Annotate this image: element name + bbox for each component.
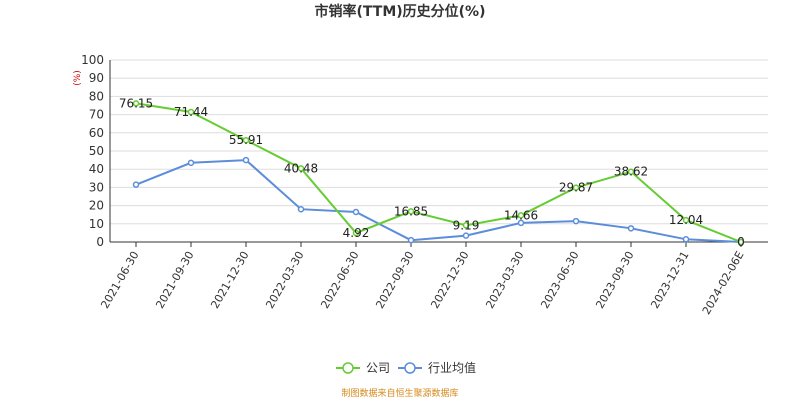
y-tick-label: 100: [81, 53, 104, 67]
axes: 0 10 20 30 40 50 60 70 80 90 100 2021-06-30 2021-09-…: [81, 53, 768, 317]
data-label: 40.48: [284, 161, 318, 175]
data-point[interactable]: [242, 136, 250, 144]
series-layer: [132, 100, 745, 246]
data-point[interactable]: [462, 232, 470, 239]
y-tick-label: 0: [96, 235, 104, 249]
legend-label: 行业均值: [428, 360, 476, 375]
data-label: 55.91: [229, 133, 263, 147]
data-point[interactable]: [352, 229, 360, 237]
legend[interactable]: 公司 行业均值: [336, 360, 476, 375]
data-point[interactable]: [132, 181, 140, 188]
x-tick-label: 2023-03-30: [483, 249, 526, 311]
chart-title: 市销率(TTM)历史分位(%): [315, 3, 486, 20]
x-tick-label: 2021-12-30: [208, 249, 251, 311]
legend-label: 公司: [366, 361, 390, 375]
x-tick-label: 2021-06-30: [98, 249, 141, 311]
series-line: [135, 102, 742, 243]
data-point[interactable]: [297, 205, 305, 213]
data-point[interactable]: [352, 208, 360, 216]
y-tick-label: 70: [89, 108, 104, 122]
x-tick-label: 2022-03-30: [263, 249, 306, 311]
data-label: 29.87: [559, 181, 593, 195]
y-tick-label: 50: [89, 144, 104, 158]
data-label: 76.15: [119, 96, 153, 110]
grid-lines: [110, 59, 768, 225]
data-point[interactable]: [682, 216, 690, 224]
data-point[interactable]: [572, 217, 580, 225]
source-note: 制图数据来自恒生聚源数据库: [341, 387, 458, 399]
y-axis-unit: (%): [73, 70, 83, 86]
x-tick-label: 2022-12-30: [428, 249, 471, 311]
legend-item-industry-average[interactable]: 行业均值: [398, 360, 476, 375]
data-point[interactable]: [517, 219, 525, 227]
x-tick-label: 2023-06-30: [538, 249, 581, 311]
data-point[interactable]: [297, 165, 305, 172]
data-labels: 76.15 71.44 55.91 40.48 4.92 16.85 9.19 14.66 29…: [119, 96, 745, 249]
data-point[interactable]: [682, 236, 690, 243]
data-label: 38.62: [614, 165, 648, 179]
y-tick-label: 60: [89, 126, 104, 140]
series-industry-average: [132, 156, 745, 246]
data-point[interactable]: [407, 208, 415, 215]
data-point[interactable]: [132, 100, 140, 107]
series-line: [135, 159, 742, 243]
data-point[interactable]: [187, 159, 195, 167]
legend-marker-icon: [404, 362, 416, 374]
data-point[interactable]: [737, 238, 745, 246]
y-tick-label: 10: [89, 217, 104, 231]
data-point[interactable]: [187, 108, 195, 116]
data-label: 12.04: [669, 213, 703, 227]
x-tick-label: 2023-09-30: [593, 249, 636, 311]
data-label: 16.85: [394, 204, 428, 218]
x-tick-label: 2022-06-30: [318, 249, 361, 311]
data-label: 4.92: [343, 226, 370, 240]
data-label: 14.66: [504, 208, 538, 222]
x-tick-label: 2024-02-06E: [700, 249, 747, 317]
data-label: 9.19: [453, 218, 480, 232]
x-tick-label: 2023-12-31: [648, 249, 691, 311]
data-label: 0: [737, 235, 745, 249]
x-tick-label: 2021-09-30: [153, 249, 196, 311]
data-label: 71.44: [174, 105, 208, 119]
y-tick-label: 90: [89, 71, 104, 85]
y-tick-label: 20: [89, 199, 104, 213]
data-point[interactable]: [462, 222, 470, 229]
data-point[interactable]: [407, 236, 415, 244]
data-point[interactable]: [517, 212, 525, 219]
legend-marker-icon: [342, 362, 354, 374]
x-tick-label: 2022-09-30: [373, 249, 416, 311]
y-tick-label: 30: [89, 180, 104, 194]
data-point[interactable]: [242, 156, 250, 164]
y-tick-label: 80: [89, 89, 104, 103]
legend-item-company[interactable]: 公司: [336, 361, 390, 375]
series-company: [132, 100, 745, 246]
data-point[interactable]: [572, 184, 580, 191]
data-point[interactable]: [627, 225, 635, 232]
y-tick-label: 40: [89, 162, 104, 176]
data-point[interactable]: [627, 168, 635, 175]
